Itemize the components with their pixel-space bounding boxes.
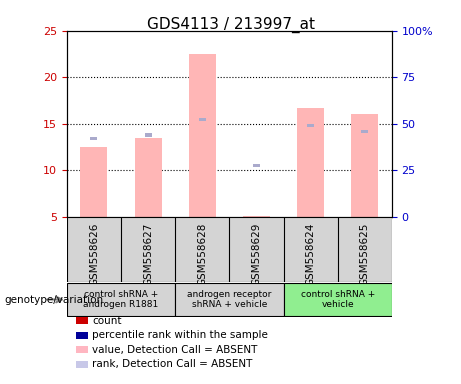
Bar — [121, 217, 175, 282]
Bar — [307, 124, 314, 127]
Bar — [67, 217, 121, 282]
Text: GSM558628: GSM558628 — [197, 222, 207, 286]
Bar — [229, 217, 284, 282]
Bar — [80, 147, 107, 217]
Bar — [253, 164, 260, 167]
Text: count: count — [92, 316, 122, 326]
Text: GSM558629: GSM558629 — [251, 222, 261, 286]
Bar — [175, 217, 229, 282]
Bar — [297, 108, 324, 217]
Bar — [175, 283, 284, 316]
Text: rank, Detection Call = ABSENT: rank, Detection Call = ABSENT — [92, 359, 253, 369]
Text: value, Detection Call = ABSENT: value, Detection Call = ABSENT — [92, 345, 258, 355]
Bar — [337, 217, 392, 282]
Bar — [90, 137, 97, 141]
Text: GSM558624: GSM558624 — [306, 222, 316, 286]
Text: GSM558627: GSM558627 — [143, 222, 153, 286]
Text: control shRNA +
androgen R1881: control shRNA + androgen R1881 — [83, 290, 159, 309]
Text: genotype/variation: genotype/variation — [5, 295, 104, 305]
Bar — [67, 283, 175, 316]
Bar — [243, 216, 270, 217]
Bar — [135, 138, 162, 217]
Bar — [189, 54, 216, 217]
Text: control shRNA +
vehicle: control shRNA + vehicle — [301, 290, 375, 309]
Bar — [361, 130, 368, 133]
Bar — [284, 283, 392, 316]
Bar — [351, 114, 378, 217]
Bar — [284, 217, 337, 282]
Bar — [199, 118, 206, 121]
Bar — [145, 133, 152, 137]
Text: GSM558626: GSM558626 — [89, 222, 99, 286]
Text: GDS4113 / 213997_at: GDS4113 / 213997_at — [147, 17, 314, 33]
Text: percentile rank within the sample: percentile rank within the sample — [92, 330, 268, 340]
Text: androgen receptor
shRNA + vehicle: androgen receptor shRNA + vehicle — [187, 290, 272, 309]
Text: GSM558625: GSM558625 — [360, 222, 370, 286]
